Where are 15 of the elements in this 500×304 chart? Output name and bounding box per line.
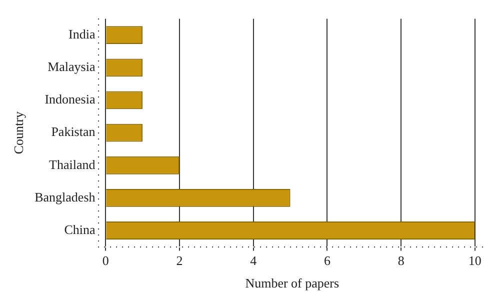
x-axis-title: Number of papers	[245, 276, 340, 291]
x-tick-label: 6	[324, 253, 331, 268]
y-tick-label: China	[64, 222, 96, 237]
x-tick-label: 2	[176, 253, 183, 268]
y-tick-label: India	[68, 26, 96, 42]
x-tick-label: 8	[398, 253, 404, 268]
y-tick-label: Bangladesh	[34, 189, 96, 204]
y-tick-label: Pakistan	[51, 124, 96, 140]
x-tick-label: 4	[250, 253, 258, 268]
y-tick-label: Malaysia	[48, 59, 96, 74]
y-tick-label: Thailand	[49, 156, 96, 172]
x-tick-label: 10	[468, 253, 482, 268]
x-tick-label: 0	[102, 253, 109, 268]
y-axis-title: Country	[11, 111, 26, 154]
y-tick-label: Indonesia	[44, 92, 96, 107]
